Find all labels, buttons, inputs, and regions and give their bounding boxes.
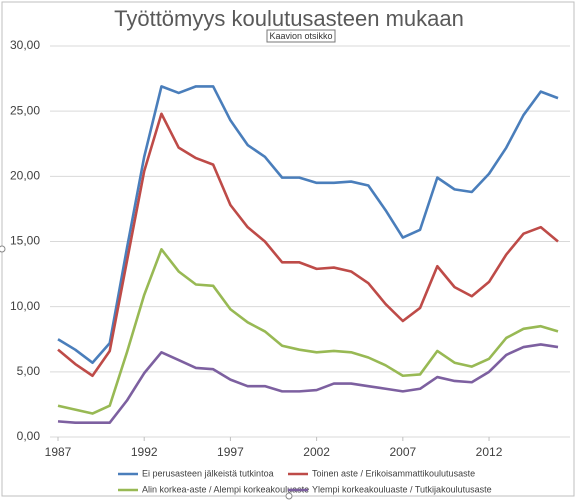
chart-title[interactable]: Työttömyys koulutusasteen mukaan: [114, 6, 464, 31]
legend-label: Alin korkea-aste / Alempi korkeakouluast…: [142, 484, 309, 494]
y-tick-label: 10,00: [10, 299, 40, 313]
y-tick-label: 30,00: [10, 38, 40, 52]
legend-label: Toinen aste / Erikoisammattikoulutusaste: [312, 468, 475, 478]
y-tick-label: 5,00: [17, 364, 41, 378]
y-tick-label: 15,00: [10, 234, 40, 248]
tooltip-box: [266, 29, 336, 43]
y-tick-label: 0,00: [17, 429, 41, 443]
legend-label: Ei perusasteen jälkeistä tutkintoa: [142, 468, 274, 478]
legend-label: Ylempi korkeakouluaste / Tutkijakoulutus…: [312, 484, 492, 494]
x-tick-label: 1987: [45, 445, 72, 459]
y-tick-label: 20,00: [10, 169, 40, 183]
x-tick-label: 2012: [476, 445, 503, 459]
x-tick-label: 1992: [131, 445, 158, 459]
handle[interactable]: [285, 492, 293, 500]
series-line: [57, 343, 559, 424]
series-line: [57, 248, 559, 415]
x-tick-label: 2002: [303, 445, 330, 459]
y-tick-label: 25,00: [10, 103, 40, 117]
tooltip: Kaavion otsikko: [269, 31, 332, 41]
series-line: [57, 112, 559, 378]
x-tick-label: 2007: [389, 445, 416, 459]
handle[interactable]: [0, 245, 6, 253]
series-line: [57, 85, 559, 365]
x-tick-label: 1997: [217, 445, 244, 459]
